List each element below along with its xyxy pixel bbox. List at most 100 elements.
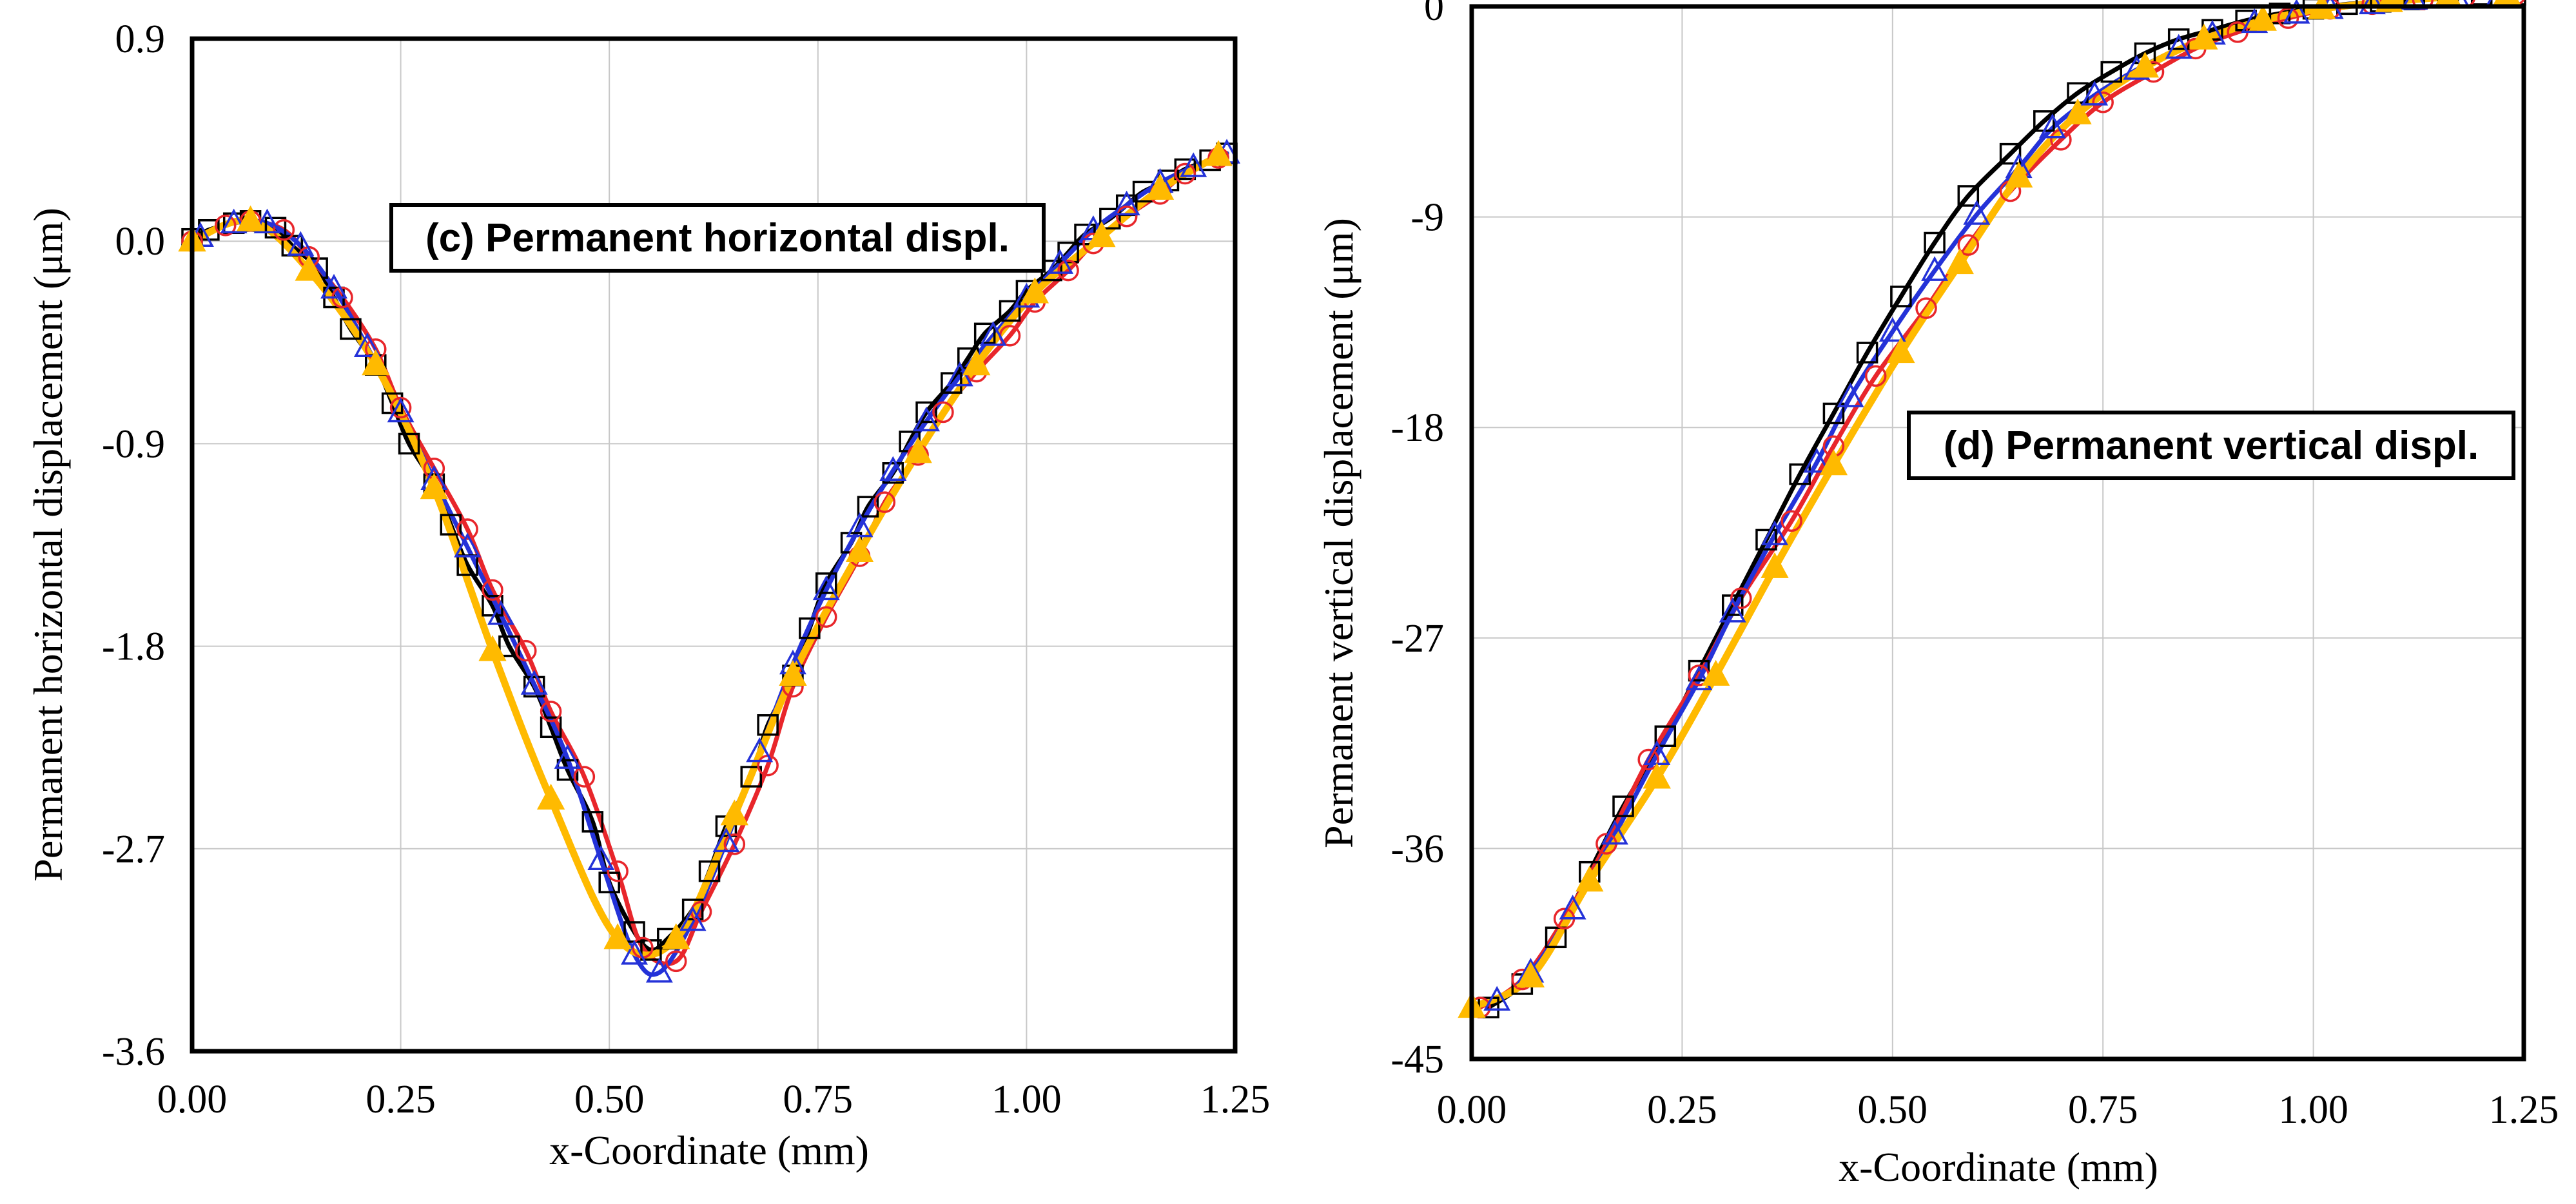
chart-c-series-2-point [220, 208, 248, 234]
chart-c-series-2-point [587, 845, 615, 871]
chart-c-series-2-point [253, 208, 281, 234]
chart-d-series-0-point [2100, 61, 2123, 83]
chart-c-series-3-point [962, 349, 991, 376]
chart-d-series-3-point [1576, 866, 1604, 892]
chart-c-series-2-point [979, 321, 1007, 346]
chart-c-series-1-point [815, 606, 837, 628]
chart-d-series-line-3 [1468, 0, 2461, 1011]
chart-d-plot-frame [1469, 4, 2526, 1062]
chart-d-series-0-point [2167, 28, 2190, 50]
chart-c-series-2-point [679, 906, 707, 931]
chart-c-ylabel: Permanent horizontal displacement (μm) [25, 208, 71, 882]
chart-c-series-3-point [603, 923, 632, 949]
chart-c-series-3-point [845, 536, 874, 562]
chart-c-xtick-label: 0.00 [157, 1078, 228, 1121]
chart-d-series-2-point [1921, 256, 1949, 281]
chart-d-series-1-point [1957, 234, 1980, 256]
chart-c-series-1-point [573, 766, 596, 788]
chart-c-series-0-point [540, 716, 562, 739]
chart-d-ytick-label: -45 [1390, 1038, 1444, 1082]
chart-c-series-1-point [456, 518, 478, 540]
chart-c-series-3-point [904, 437, 932, 463]
chart-d-series-3-point [1887, 336, 1915, 364]
chart-c-series-0-point [973, 322, 996, 345]
chart-c-series-3-point [662, 923, 690, 949]
chart-c-series-0-point [640, 939, 662, 961]
chart-c-series-2-point [520, 670, 548, 695]
chart-c-series-0-point [815, 572, 837, 594]
chart-c-series-1-point [607, 860, 629, 882]
chart-c-series-2-point [1113, 190, 1140, 216]
chart-d-series-2-point [1685, 665, 1713, 690]
chart-c-series-0-point [882, 462, 904, 484]
chart-d-series-1-point [1864, 365, 1887, 387]
chart-d-xtick-label: 0.50 [1858, 1088, 1928, 1132]
chart-d-series-2-point [1963, 200, 1991, 225]
chart-d-series-1-point [1637, 748, 1659, 771]
chart-c-series-2-point [879, 456, 907, 481]
chart-d-series-2-point [1803, 447, 1831, 473]
chart-c-series-2-point [353, 332, 381, 358]
chart-c-series-0-point [1099, 208, 1121, 230]
chart-d-series-2-point [1601, 819, 1628, 845]
chart-d-series-2-point [2359, 0, 2386, 15]
chart-c-series-2-point [387, 397, 415, 423]
chart-d-series-2-point [1559, 895, 1586, 920]
chart-c-ytick-label: -1.8 [102, 625, 165, 669]
chart-c-xtick-labels: 0.00 0.25 0.50 0.75 1.00 1.25 [157, 1078, 1271, 1121]
chart-c-series-1-point [273, 218, 295, 241]
chart-c-series-1-point [873, 491, 896, 513]
chart-c-series-2-point [621, 940, 648, 965]
chart-c-series-1-point [1057, 259, 1079, 282]
chart-c-series-1-point [1174, 162, 1196, 185]
chart-d-series-3-point [1643, 762, 1671, 789]
chart-c-series-0-point [915, 401, 937, 423]
chart-c-series-0-point [681, 898, 704, 920]
chart-c-series-3-point [1204, 140, 1233, 166]
chart-d-ytick-labels: 0 -9 -18 -27 -36 -45 [1390, 0, 1444, 1082]
chart-d-series-1-point [1781, 510, 1802, 532]
chart-c-series-2-point [1180, 152, 1207, 177]
chart-c-series-0-point [598, 871, 620, 893]
chart-d-series-3-point [1516, 961, 1545, 987]
chart-c-ytick-label: -2.7 [102, 828, 165, 871]
chart-c-series-1-point [665, 950, 687, 973]
chart-d-title-box [1907, 411, 2515, 480]
chart-c-series-3-point [295, 255, 323, 281]
chart-d-series-0-point [1822, 402, 1845, 425]
chart-c-title: (c) Permanent horizontal displ. [425, 216, 1010, 260]
chart-d-series-2-point [1761, 520, 1788, 545]
chart-d-xlabel: x-Coordinate (mm) [1839, 1144, 2158, 1190]
chart-c-series-2-point [320, 273, 347, 299]
chart-d-ytick-label: -36 [1390, 827, 1444, 871]
chart-c-series-1-point [540, 701, 562, 723]
chart-d-series-0-point [1654, 725, 1677, 747]
chart-d-series-3-point [1701, 659, 1730, 686]
chart-c-series-3-point [1020, 277, 1049, 304]
chart-c-series-3-point [720, 799, 749, 826]
chart-c-series-0-point [740, 766, 762, 788]
chart-c-series-0-point [498, 635, 520, 657]
chart-c-series-2-point [812, 575, 840, 601]
chart-c-xtick-label: 0.75 [783, 1078, 854, 1121]
chart-c-xtick-label: 0.25 [366, 1078, 436, 1121]
chart-d-series-3-point [2131, 52, 2160, 78]
chart-c-series-3-point [478, 635, 507, 661]
chart-c-series-0-point [340, 318, 362, 340]
chart-c-series-1-point [1115, 206, 1138, 228]
chart-d-series-0-point [1999, 142, 2022, 165]
chart-d-series-0-point [1924, 231, 1946, 254]
chart-c-series-3-point [362, 349, 390, 376]
chart-c-series-2-point [487, 600, 514, 625]
chart-c-series-3-point [1088, 221, 1116, 248]
chart-d-xtick-label: 0.00 [1437, 1088, 1507, 1132]
chart-c-plot-frame [190, 36, 1238, 1054]
chart-c-title-box [389, 203, 1046, 273]
chart-d-series-2-point [2283, 0, 2310, 24]
chart-d-series-3-point [1946, 248, 1974, 275]
chart-c-series-2-point [846, 512, 873, 538]
chart-c-series-2-point [1046, 249, 1074, 274]
chart-d-series-0-point [1789, 463, 1811, 485]
chart-c-series-1-point [515, 639, 537, 662]
